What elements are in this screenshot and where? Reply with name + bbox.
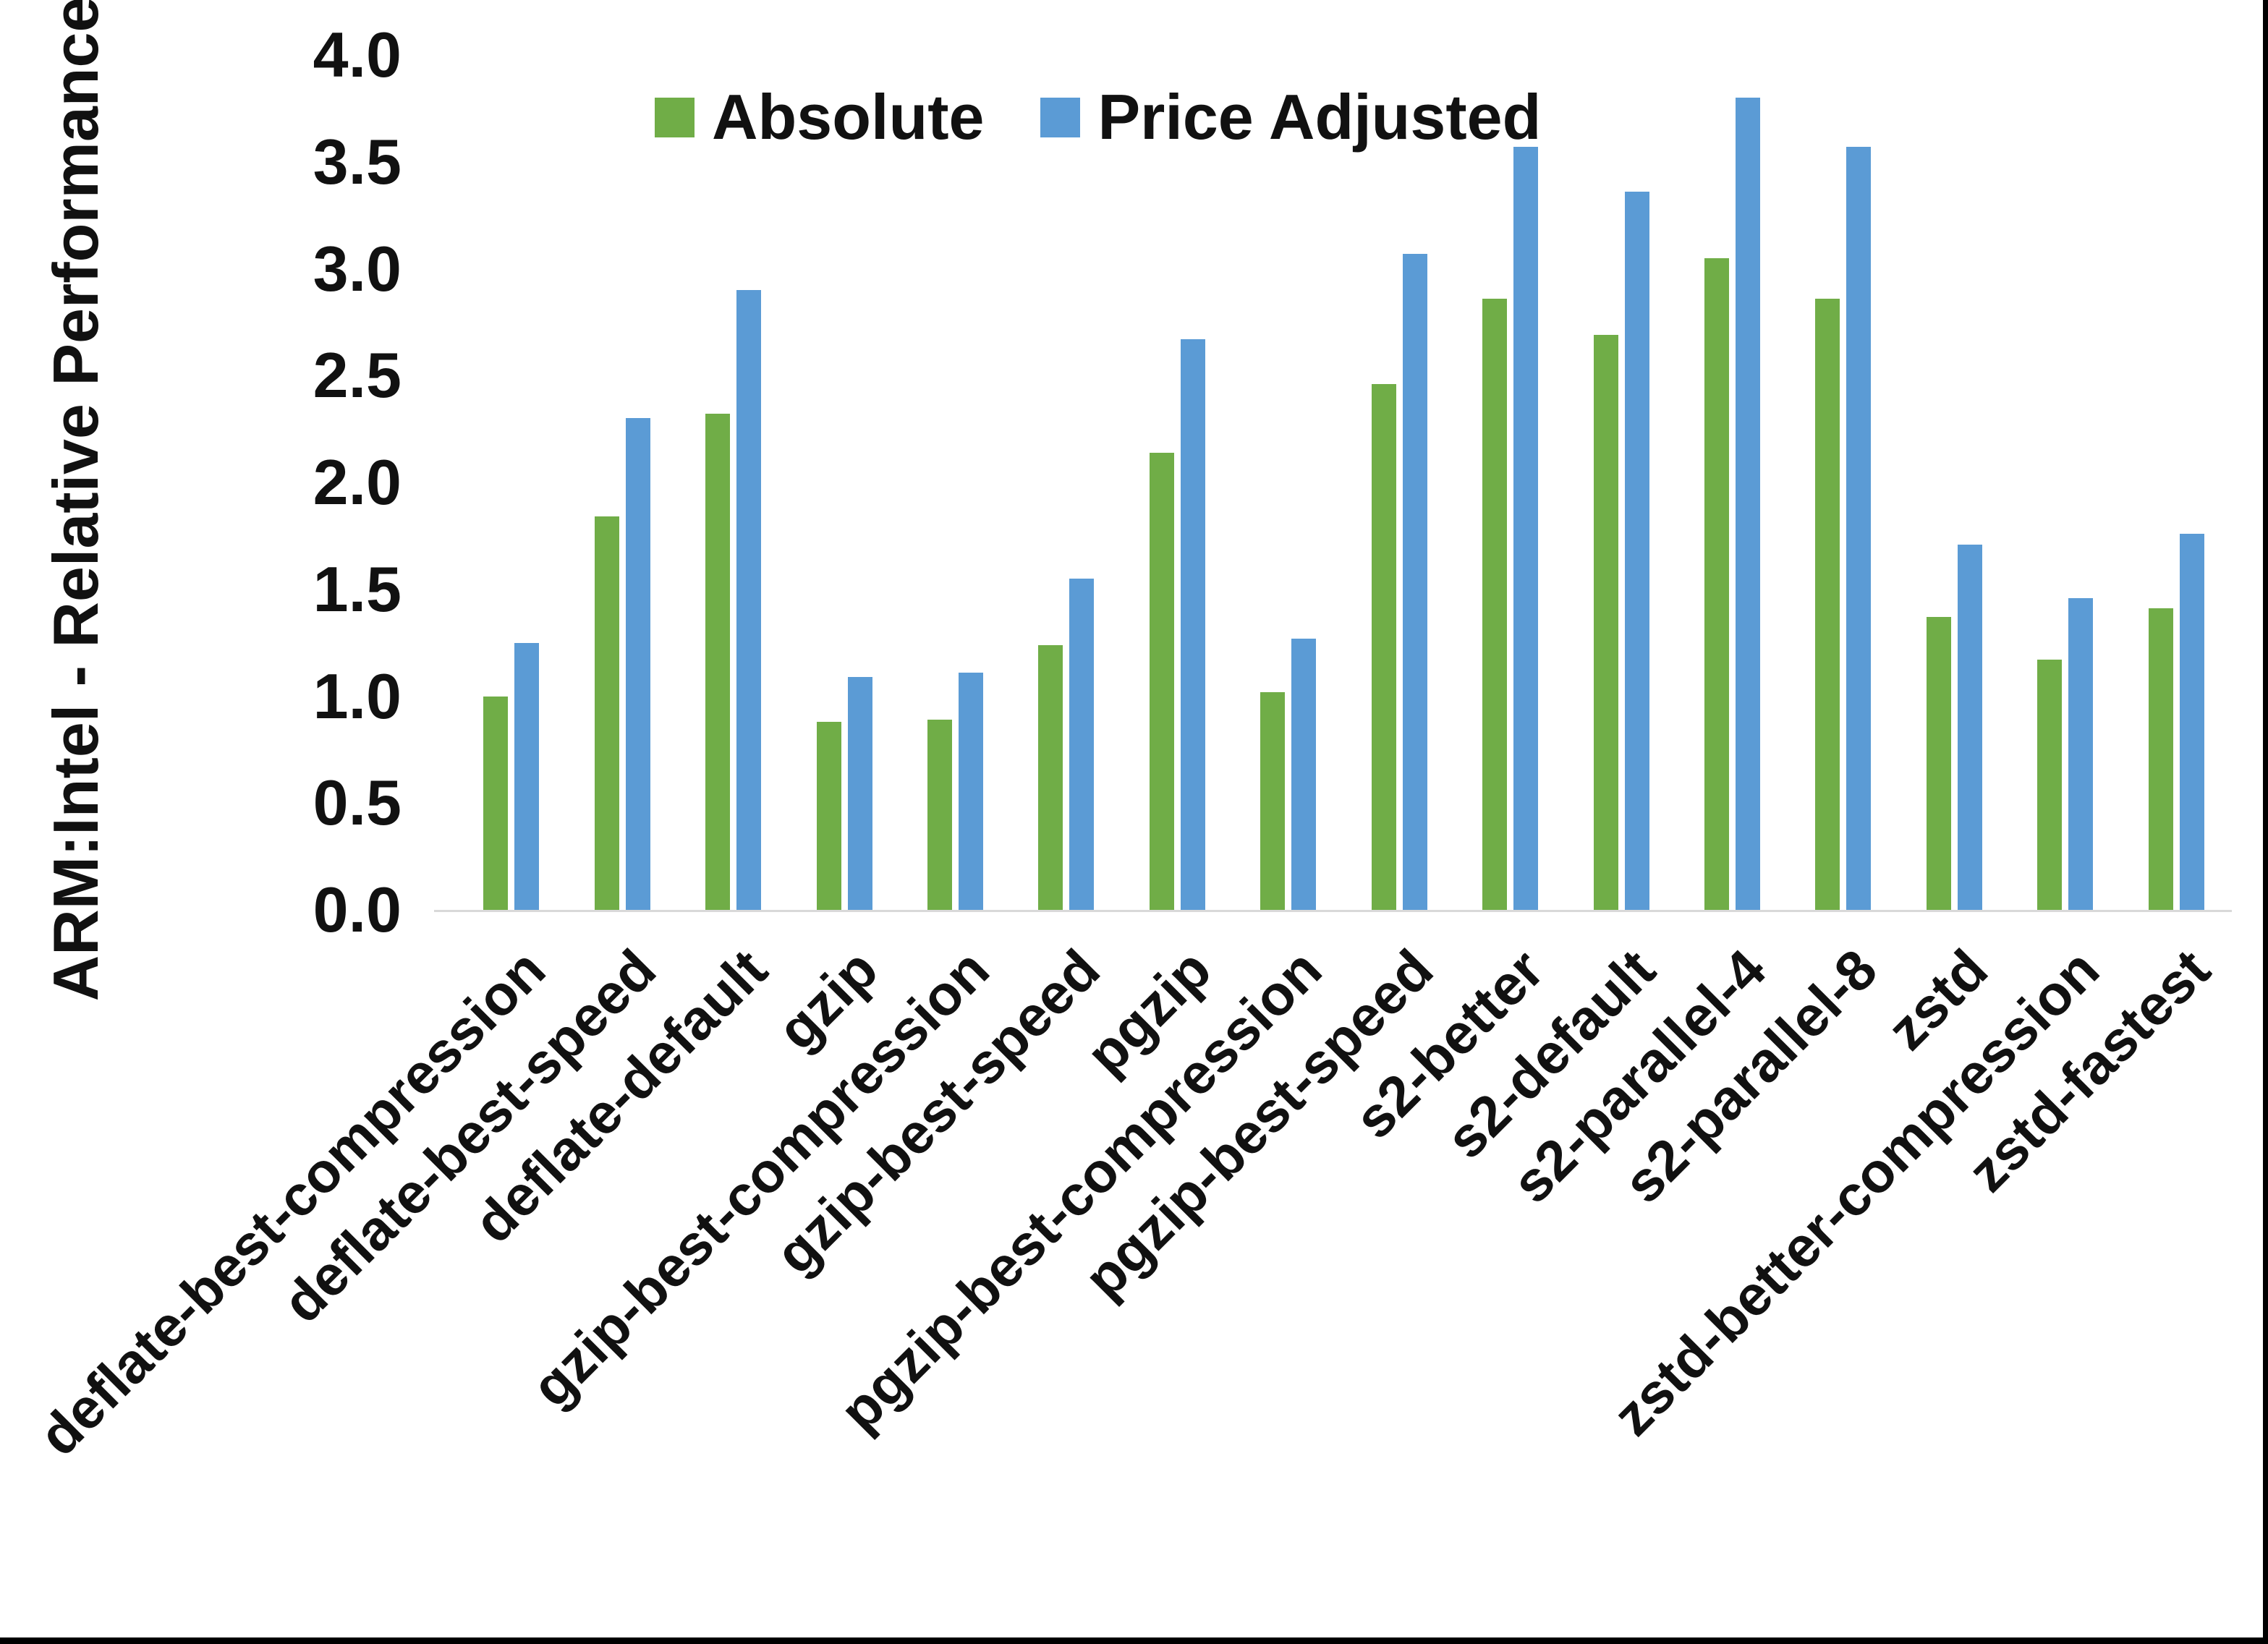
bottom-border-bar [0, 1637, 2268, 1644]
bar-price-adjusted [1402, 253, 1427, 910]
y-tick-label: 4.0 [313, 19, 402, 90]
bar-group [1566, 55, 1676, 910]
y-tick-label: 2.0 [313, 446, 402, 518]
bar-group [900, 55, 1011, 910]
y-tick-label: 0.5 [313, 767, 402, 839]
bar-group [678, 55, 789, 910]
bar-group [2010, 55, 2120, 910]
bar-group [566, 55, 677, 910]
bar-absolute [2148, 608, 2173, 910]
bar-series-area [456, 55, 2232, 910]
legend-label: Absolute [712, 81, 985, 153]
bar-absolute [1593, 335, 1618, 910]
y-tick-label: 3.5 [313, 125, 402, 197]
bar-absolute [1815, 298, 1840, 910]
bar-group [1677, 55, 1788, 910]
y-tick-label: 1.0 [313, 660, 402, 732]
y-tick-label: 3.0 [313, 232, 402, 304]
bar-absolute [1371, 384, 1396, 910]
bar-absolute [1149, 452, 1174, 910]
bar-group [1788, 55, 1898, 910]
y-tick-label: 2.5 [313, 339, 402, 412]
bar-price-adjusted [736, 290, 762, 910]
bar-price-adjusted [1513, 147, 1539, 910]
bar-price-adjusted [1291, 638, 1317, 910]
bar-absolute [1260, 691, 1286, 910]
y-tick-label: 0.0 [313, 874, 402, 945]
legend-label: Price Adjusted [1097, 81, 1542, 153]
bar-price-adjusted [1624, 192, 1649, 910]
bar-price-adjusted [1069, 578, 1095, 910]
bar-group [1122, 55, 1233, 910]
bar-price-adjusted [514, 642, 540, 910]
bar-group [1011, 55, 1121, 910]
bar-absolute [927, 720, 952, 910]
bar-absolute [2037, 660, 2063, 910]
bar-group [2121, 55, 2232, 910]
bar-absolute [1926, 617, 1951, 910]
bar-absolute [1038, 644, 1063, 910]
bar-group [1899, 55, 2010, 910]
legend-item: Price Adjusted [1040, 85, 1541, 149]
bar-price-adjusted [1180, 339, 1205, 910]
x-axis-category-labels: deflate-best-compression deflate-best-spe… [26, 937, 2232, 1617]
bar-absolute [816, 721, 841, 910]
bar-price-adjusted [625, 418, 650, 910]
bar-price-adjusted [847, 676, 872, 910]
bar-group [789, 55, 899, 910]
bar-price-adjusted [1957, 544, 1982, 910]
bar-absolute [1704, 257, 1730, 910]
bar-price-adjusted [1846, 147, 1872, 910]
bar-absolute [705, 414, 731, 910]
bar-absolute [1482, 298, 1508, 910]
plot-area [434, 55, 2232, 912]
bar-price-adjusted [1736, 98, 1761, 910]
legend-swatch-icon [1040, 97, 1081, 137]
bar-absolute [594, 516, 619, 910]
bar-absolute [483, 696, 509, 910]
bar-price-adjusted [958, 673, 983, 910]
bar-group [1344, 55, 1455, 910]
legend: Absolute Price Adjusted [655, 85, 1541, 149]
bar-group [1455, 55, 1566, 910]
bar-price-adjusted [2068, 597, 2094, 910]
legend-swatch-icon [655, 97, 695, 137]
right-border-bar [2263, 0, 2268, 1644]
legend-item: Absolute [655, 85, 984, 149]
bar-group [1233, 55, 1343, 910]
bar-group [456, 55, 566, 910]
bar-price-adjusted [2179, 533, 2204, 910]
y-tick-label: 1.5 [313, 553, 402, 625]
